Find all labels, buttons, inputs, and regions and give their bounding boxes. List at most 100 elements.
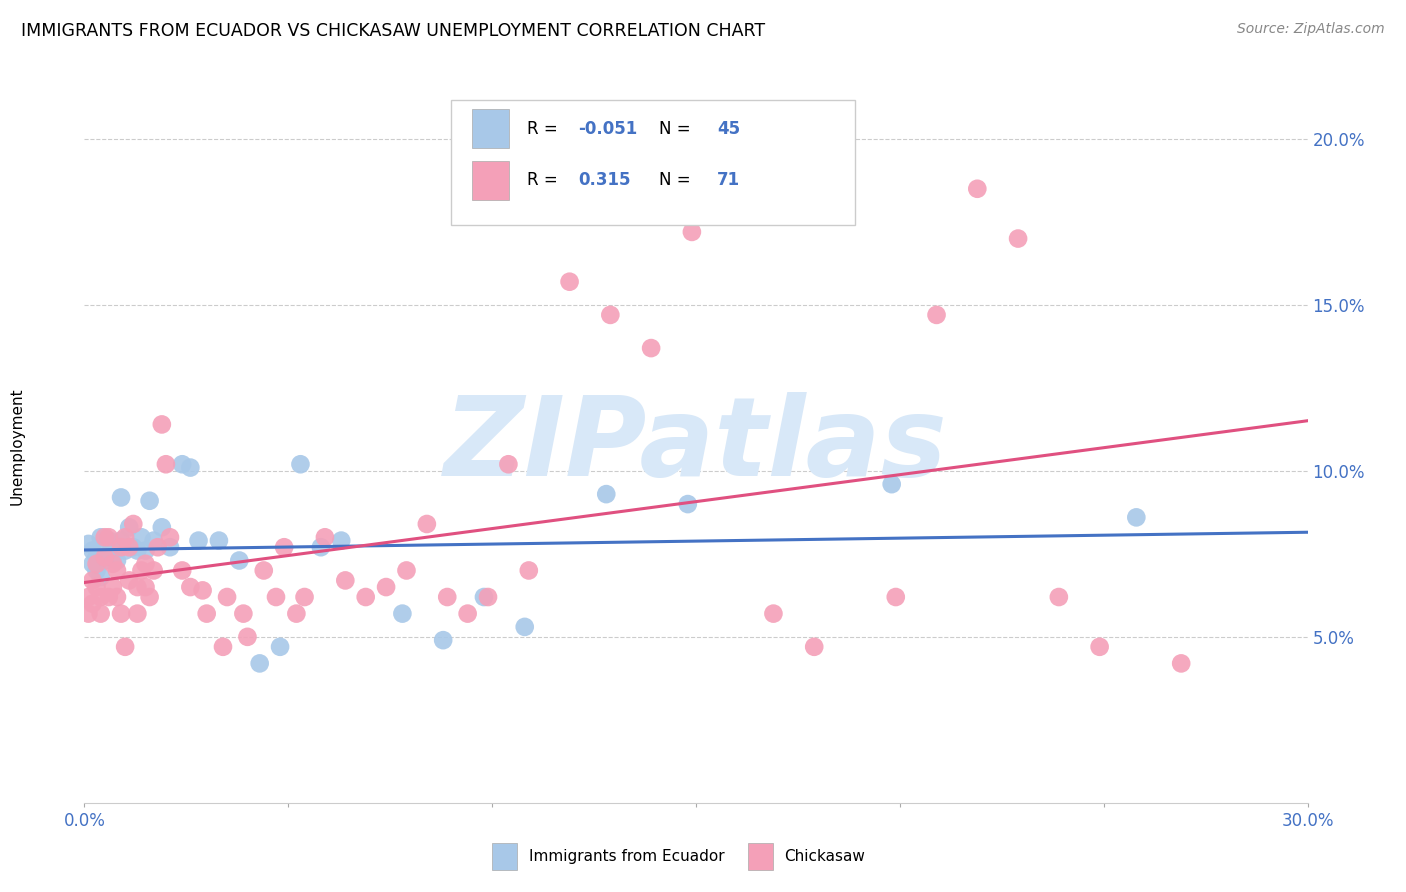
Point (93, 553, 115, 567)
Point (118, 520, 141, 534)
Point (477, 590, 499, 604)
Point (138, 590, 160, 604)
Point (640, 341, 662, 355)
Text: Source: ZipAtlas.com: Source: ZipAtlas.com (1237, 22, 1385, 37)
Point (127, 607, 149, 621)
Point (273, 540, 295, 554)
Point (82, 574, 104, 588)
Point (110, 540, 132, 554)
Point (395, 564, 418, 578)
Point (105, 590, 128, 604)
Bar (472, 161, 509, 200)
Point (191, 583, 214, 598)
Point (159, 530, 181, 544)
Text: Unemployment: Unemployment (10, 387, 24, 505)
Point (159, 540, 181, 554)
Point (101, 580, 124, 594)
Point (803, 640, 825, 654)
Point (681, 225, 703, 239)
Text: N =: N = (659, 171, 696, 189)
Point (517, 564, 540, 578)
Point (127, 543, 149, 558)
Point (110, 607, 132, 621)
Point (309, 540, 332, 554)
Point (135, 543, 157, 558)
Point (122, 540, 145, 554)
Text: 45: 45 (717, 120, 740, 137)
Text: Immigrants from Ecuador: Immigrants from Ecuador (529, 849, 724, 863)
Point (880, 477, 903, 491)
Point (77, 537, 100, 551)
Point (187, 533, 209, 548)
Text: N =: N = (659, 120, 696, 137)
Point (90, 530, 112, 544)
Point (138, 493, 160, 508)
Point (172, 457, 194, 471)
Point (228, 553, 250, 567)
Point (179, 460, 201, 475)
Text: 71: 71 (717, 171, 740, 189)
Point (375, 580, 398, 594)
Point (105, 553, 128, 567)
Point (249, 657, 271, 671)
Point (101, 550, 124, 565)
Point (150, 417, 173, 432)
Point (290, 457, 312, 471)
Point (457, 607, 479, 621)
Point (269, 640, 291, 654)
Text: -0.051: -0.051 (578, 120, 638, 137)
Point (1047, 590, 1070, 604)
Point (294, 590, 316, 604)
Point (90, 590, 112, 604)
Point (114, 543, 136, 558)
Point (105, 564, 128, 578)
Point (118, 540, 141, 554)
Point (762, 607, 785, 621)
Point (93, 540, 115, 554)
Point (86, 550, 108, 565)
Point (122, 516, 145, 531)
Point (676, 497, 699, 511)
Text: 0.315: 0.315 (578, 171, 631, 189)
Point (195, 607, 218, 621)
Point (335, 574, 357, 588)
Point (97, 530, 120, 544)
Text: Chickasaw: Chickasaw (785, 849, 866, 863)
Point (391, 607, 413, 621)
Point (90, 570, 112, 584)
Point (513, 620, 536, 634)
Text: ZIPatlas: ZIPatlas (444, 392, 948, 500)
Point (110, 533, 132, 548)
Point (142, 564, 165, 578)
Point (599, 308, 621, 322)
Point (432, 633, 454, 648)
Point (217, 590, 239, 604)
Point (498, 457, 520, 471)
Text: IMMIGRANTS FROM ECUADOR VS CHICKASAW UNEMPLOYMENT CORRELATION CHART: IMMIGRANTS FROM ECUADOR VS CHICKASAW UNE… (21, 22, 765, 40)
Point (97, 590, 120, 604)
Point (558, 275, 581, 289)
Point (93, 550, 115, 565)
Point (90, 607, 112, 621)
Point (105, 543, 128, 558)
Point (172, 564, 194, 578)
Point (101, 537, 124, 551)
Point (208, 533, 231, 548)
Point (146, 540, 169, 554)
Point (472, 590, 495, 604)
Point (1170, 657, 1192, 671)
Point (354, 590, 377, 604)
Point (285, 607, 308, 621)
Point (77, 590, 100, 604)
Point (314, 530, 336, 544)
Point (236, 630, 259, 644)
Point (925, 308, 948, 322)
Point (416, 516, 439, 531)
Point (1007, 231, 1029, 245)
Text: R =: R = (527, 171, 564, 189)
Point (101, 557, 124, 571)
Point (127, 580, 149, 594)
Text: R =: R = (527, 120, 564, 137)
Point (82, 597, 104, 611)
Point (212, 640, 235, 654)
